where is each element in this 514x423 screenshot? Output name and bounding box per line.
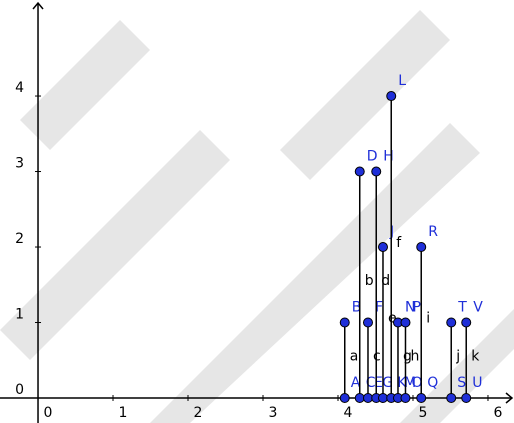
top-point-label: F: [375, 300, 383, 316]
y-axis-arrow: [32, 1, 44, 10]
base-point: [339, 393, 350, 404]
base-point: [362, 393, 373, 404]
segment-label: d: [381, 273, 390, 289]
top-point: [377, 242, 388, 253]
top-point: [386, 91, 397, 102]
x-tick-label: 1: [119, 405, 128, 421]
base-point-label: K: [397, 375, 407, 391]
segment-label: j: [455, 348, 460, 364]
segment-label: k: [471, 348, 480, 364]
base-point: [400, 393, 411, 404]
top-point: [362, 317, 373, 328]
x-tick-label: 6: [494, 405, 503, 421]
top-point-label: H: [383, 149, 394, 165]
top-point-label: B: [352, 300, 362, 316]
x-tick-label: 0: [44, 405, 53, 421]
base-point-label: G: [382, 375, 393, 391]
base-point-label: O: [411, 375, 422, 391]
top-point: [416, 242, 427, 253]
y-tick-label: 2: [15, 231, 24, 247]
y-tick-label: 0: [15, 382, 24, 398]
y-tick-label: 1: [15, 307, 24, 323]
segment-label: h: [410, 348, 419, 364]
base-point: [354, 393, 365, 404]
base-point-label: U: [472, 375, 482, 391]
watermark: [0, 10, 514, 423]
y-tick-label: 4: [15, 80, 24, 96]
x-tick-label: 3: [269, 405, 278, 421]
top-point-label: V: [473, 300, 483, 316]
segment-label: g: [403, 348, 412, 364]
top-point-label: R: [428, 224, 438, 240]
y-tick-label: 3: [15, 156, 24, 172]
base-point: [377, 393, 388, 404]
top-point: [339, 317, 350, 328]
x-tick-label: 5: [419, 405, 428, 421]
top-point: [354, 166, 365, 177]
segment-label: i: [426, 311, 430, 327]
base-point-label: M: [404, 375, 416, 391]
top-point-label: L: [398, 73, 406, 89]
base-point-label: S: [457, 375, 466, 391]
segment-label: a: [350, 348, 359, 364]
segment-label: b: [365, 273, 374, 289]
base-point: [461, 393, 472, 404]
base-point: [416, 393, 427, 404]
top-point: [371, 166, 382, 177]
x-tick-label: 4: [344, 405, 353, 421]
top-point-label: P: [412, 300, 420, 316]
x-tick-label: 2: [194, 405, 203, 421]
x-axis-arrow: [505, 392, 514, 404]
top-point: [461, 317, 472, 328]
top-point-label: D: [367, 149, 378, 165]
segment-label: f: [396, 235, 402, 251]
base-point-label: E: [374, 375, 383, 391]
base-point-label: Q: [427, 375, 438, 391]
segment-label: e: [388, 311, 397, 327]
top-point: [446, 317, 457, 328]
base-point-label: A: [351, 375, 361, 391]
top-point-label: T: [457, 300, 467, 316]
top-point-label: N: [405, 300, 415, 316]
base-point: [446, 393, 457, 404]
base-point-label: C: [366, 375, 376, 391]
top-point: [400, 317, 411, 328]
